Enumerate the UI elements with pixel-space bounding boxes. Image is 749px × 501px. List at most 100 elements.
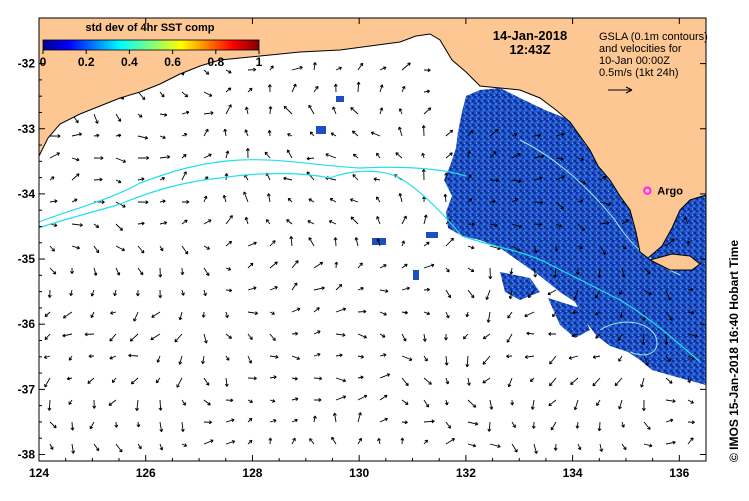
velocity-arrow [307,220,315,225]
argo-float-marker[interactable] [643,186,652,195]
velocity-arrow [225,440,236,445]
velocity-arrow [508,289,513,300]
velocity-arrow [370,131,381,137]
velocity-arrow [137,200,149,205]
velocity-arrow [377,437,381,445]
velocity-arrow [47,399,52,411]
velocity-arrow [379,107,384,115]
velocity-arrow [137,221,145,226]
sst-fragment [336,96,344,102]
velocity-arrow [247,311,259,316]
velocity-arrow [269,261,278,269]
velocity-arrow [665,418,674,423]
velocity-arrow [90,311,95,318]
velocity-arrow [467,421,479,426]
velocity-arrow [665,355,671,363]
velocity-arrow [592,377,601,387]
velocity-arrow [379,289,389,293]
velocity-arrow [291,418,298,423]
velocity-arrow [379,394,388,401]
velocity-arrow [180,421,185,432]
velocity-arrow [225,398,234,403]
velocity-arrow [577,179,587,185]
velocity-arrow [137,245,145,254]
velocity-arrow [351,130,359,137]
velocity-arrow [283,105,293,115]
velocity-arrow [489,443,501,448]
x-tick-label: 136 [669,466,689,480]
velocity-arrow [643,443,653,448]
velocity-arrow [467,289,475,299]
velocity-arrow [511,133,518,137]
velocity-arrow [533,267,538,278]
velocity-arrow [599,201,611,207]
velocity-arrow [128,353,139,358]
velocity-arrow [506,354,513,359]
velocity-arrow [401,377,409,387]
velocity-arrow [621,443,627,451]
velocity-arrow [71,132,83,137]
velocity-arrow [89,421,95,430]
velocity-arrow [577,223,585,231]
velocity-arrow [533,200,544,205]
x-tick-label: 124 [29,466,49,480]
velocity-arrow [465,311,470,318]
velocity-arrow [313,286,325,291]
velocity-arrow [357,437,362,445]
velocity-arrow [203,399,211,406]
velocity-arrow [506,333,513,343]
velocity-arrow [354,237,359,247]
x-tick-label: 132 [456,466,476,480]
velocity-arrow [599,175,607,181]
velocity-arrow [357,309,367,314]
velocity-arrow [352,174,359,181]
velocity-arrow [269,311,275,315]
velocity-arrow [109,355,117,360]
velocity-arrow [92,399,97,409]
velocity-arrow [93,443,100,452]
sst-data-patch-4 [548,298,590,338]
velocity-arrow [247,333,253,341]
sst-fragment [426,232,438,238]
velocity-arrow [115,245,125,252]
velocity-arrow [159,443,164,451]
velocity-arrow [225,150,230,159]
velocity-arrow [511,198,519,203]
velocity-arrow [524,355,535,359]
velocity-arrow [533,133,542,138]
velocity-arrow [333,237,338,247]
velocity-arrow [70,267,74,274]
velocity-arrow [176,377,183,388]
velocity-arrow [111,377,117,384]
velocity-arrow [243,191,249,203]
velocity-arrow [618,355,623,362]
velocity-arrow [665,289,671,301]
velocity-arrow [527,289,535,299]
velocity-arrow [267,84,272,93]
velocity-arrow [489,129,499,137]
argo-label: Argo [657,186,683,198]
velocity-arrow [531,421,536,429]
velocity-arrow [159,245,164,252]
velocity-arrow [108,399,117,406]
velocity-arrow [445,237,454,247]
velocity-arrow [244,129,249,137]
velocity-arrow [379,353,387,357]
velocity-arrow [71,245,80,250]
velocity-arrow [334,261,339,269]
y-tick-label: -38 [18,447,36,461]
velocity-arrow [357,375,364,380]
velocity-arrow [287,133,293,137]
velocity-arrow [687,310,695,315]
velocity-arrow [423,68,431,73]
velocity-arrow [181,399,186,406]
velocity-arrow [181,245,189,255]
velocity-arrow [335,395,347,401]
velocity-arrow [510,399,515,406]
velocity-arrow [313,376,323,381]
velocity-arrow [533,443,538,454]
velocity-arrow [599,443,604,452]
velocity-arrow [203,377,210,386]
velocity-arrow [577,443,582,451]
velocity-arrow [687,399,694,404]
